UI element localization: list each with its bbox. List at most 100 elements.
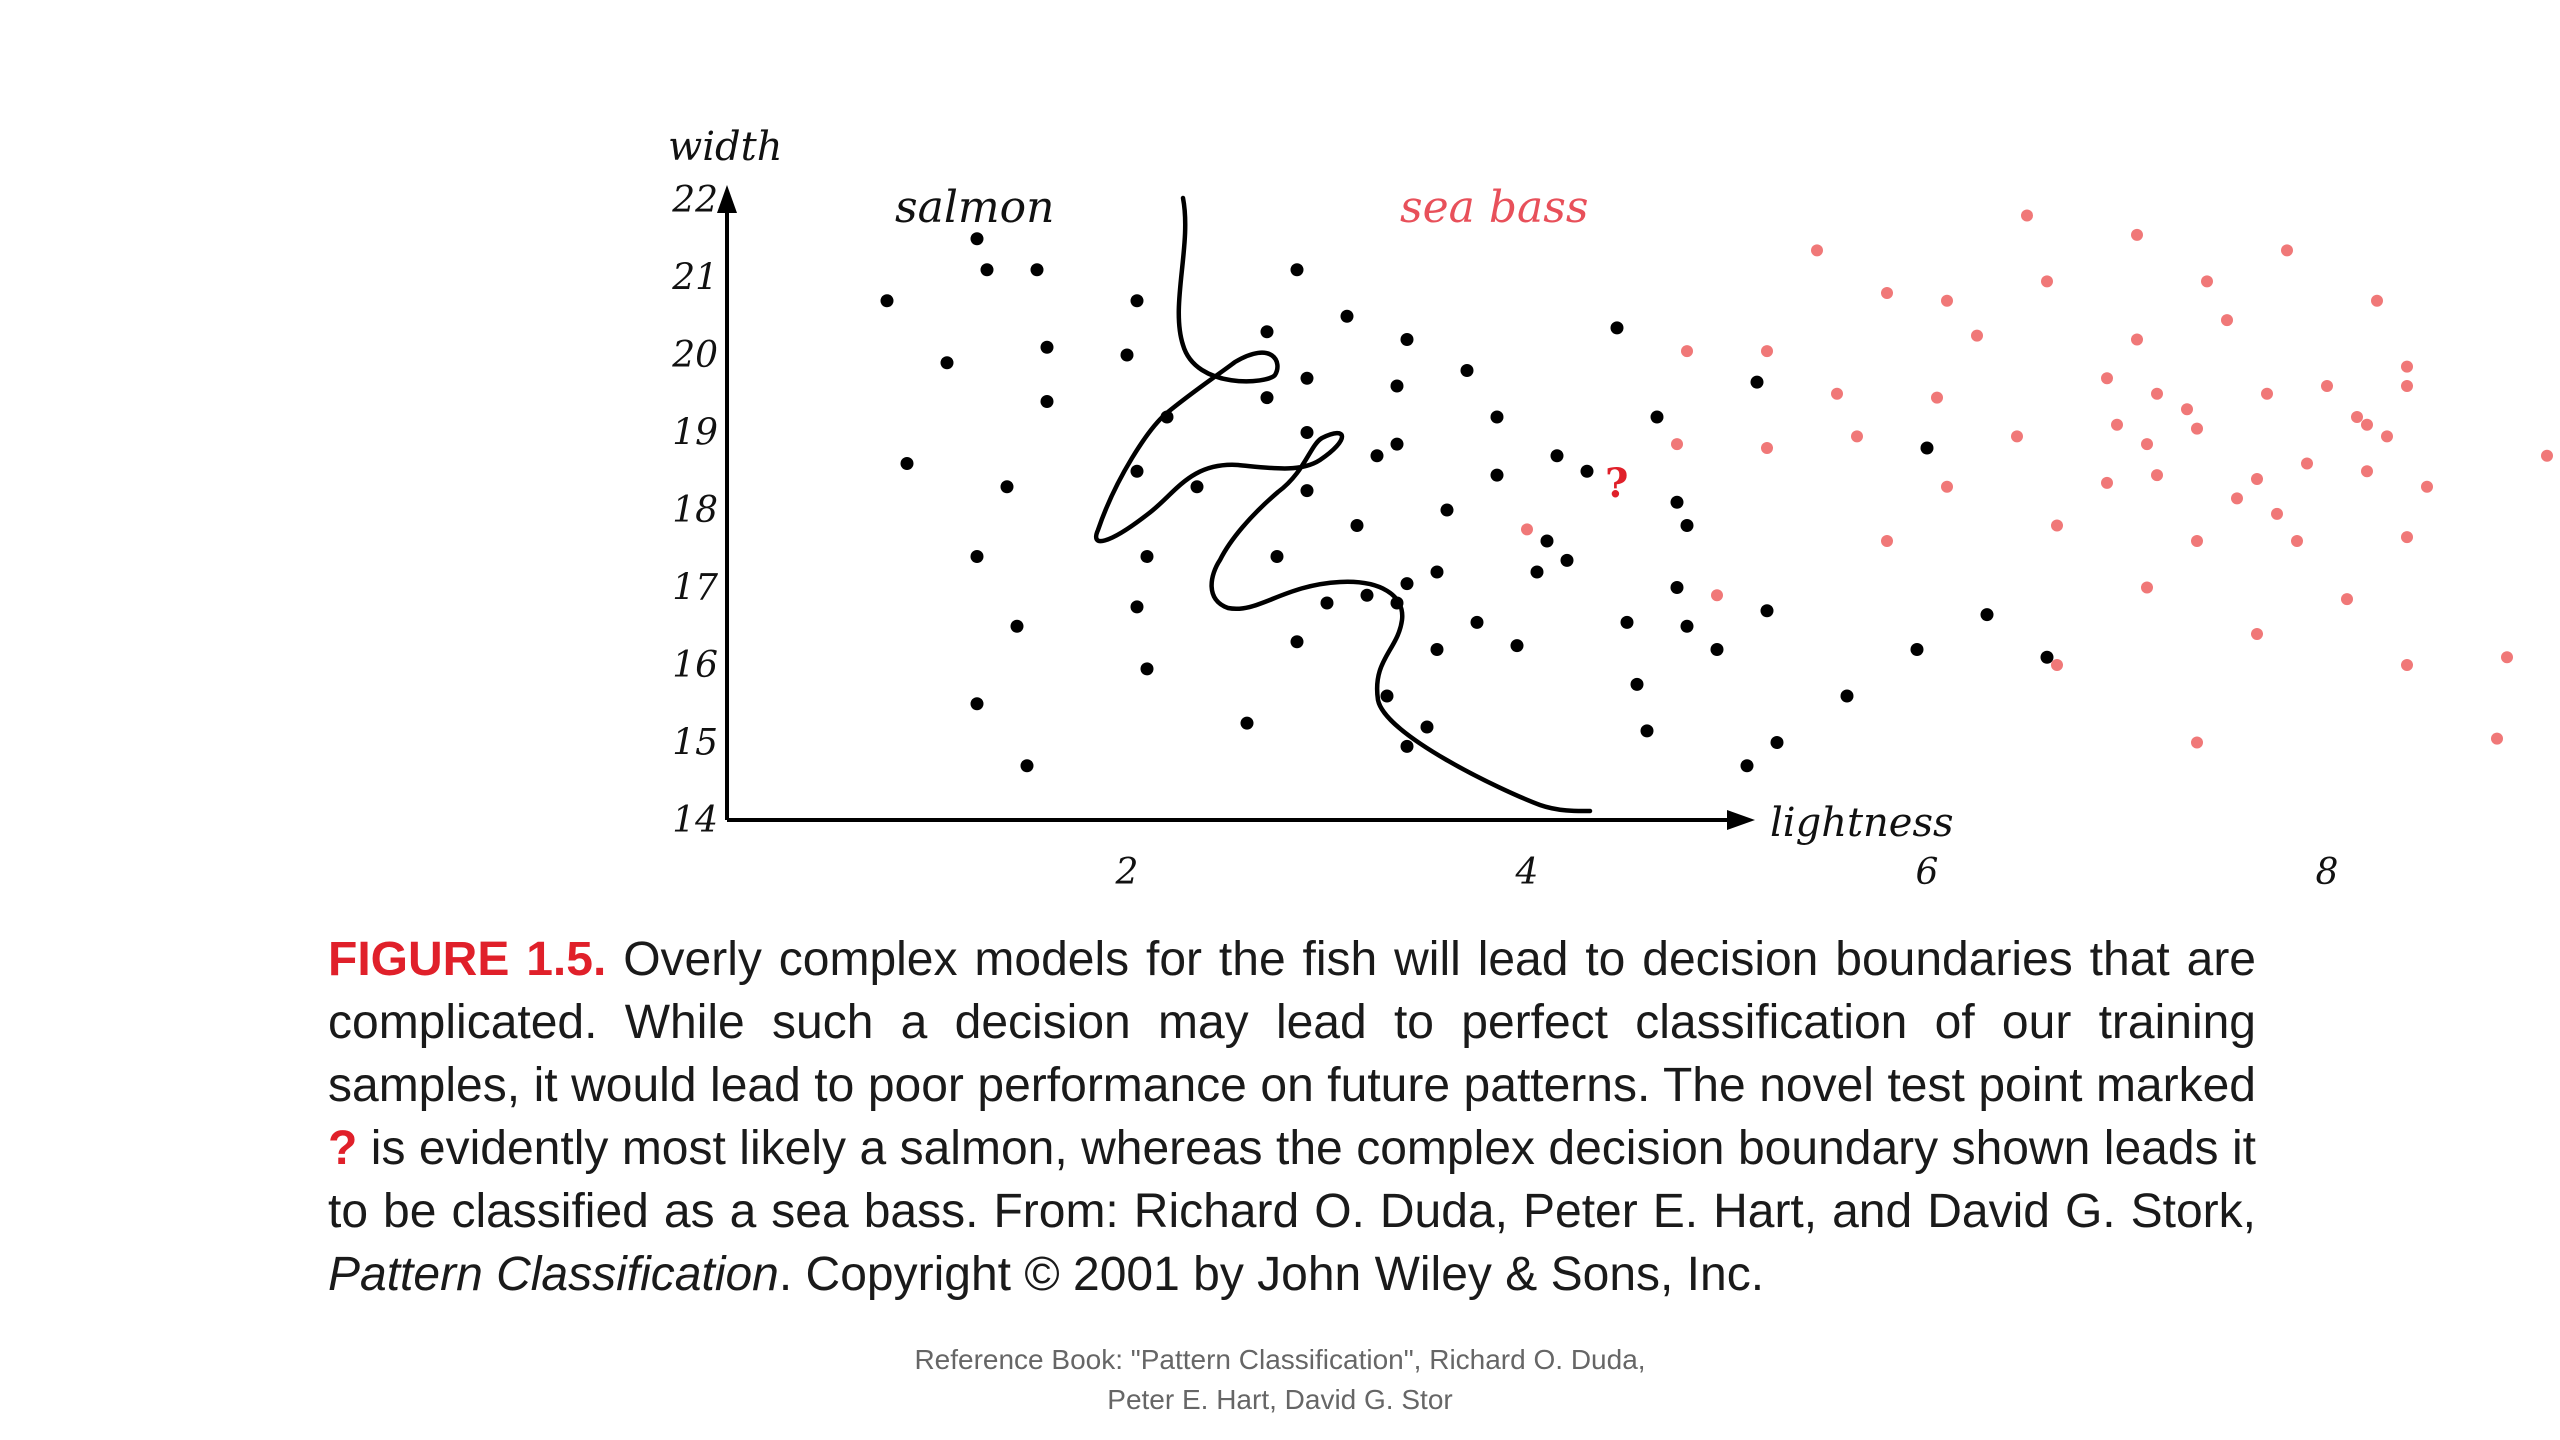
sea-bass-point-48	[2401, 531, 2413, 544]
sea-bass-point-56	[2501, 651, 2513, 664]
sea-bass-point-45	[2191, 535, 2203, 547]
reference-note: Reference Book: "Pattern Classification"…	[880, 1340, 1680, 1420]
salmon-point-57	[1710, 643, 1724, 656]
x-axis-label: lightness	[1770, 800, 1954, 846]
sea-bass-point-0	[2021, 209, 2033, 222]
y-tick-label-15: 15	[672, 723, 718, 764]
sea-bass-point-40	[2361, 465, 2373, 478]
salmon-point-35	[1140, 550, 1154, 563]
y-tick-labels: 14 15 16 17 18 19 20 21 22	[671, 180, 718, 841]
salmon-point-5	[1290, 263, 1304, 277]
x-tick-label-2: 2	[1115, 852, 1139, 893]
salmon-point-62	[2040, 650, 2054, 664]
salmon-point-42	[1530, 565, 1544, 579]
y-tick-label-18: 18	[672, 490, 718, 531]
y-tick-label-21: 21	[671, 258, 718, 299]
salmon-point-27	[1490, 468, 1504, 482]
sea-bass-point-58	[2491, 732, 2503, 745]
sea-bass-point-19	[2321, 380, 2333, 392]
salmon-point-3	[1030, 263, 1044, 277]
sea-bass-point-24	[2011, 430, 2023, 443]
salmon-point-28	[1550, 449, 1564, 463]
sea-bass-point-54	[2251, 628, 2263, 640]
sea-bass-point-44	[2051, 519, 2063, 532]
salmon-point-54	[1620, 615, 1634, 629]
sea-bass-point-4	[2041, 275, 2053, 288]
y-tick-label-20: 20	[671, 335, 718, 376]
figure-caption: FIGURE 1.5. Overly complex models for th…	[328, 928, 2256, 1306]
salmon-point-21	[1000, 480, 1014, 494]
sea-bass-point-9	[2371, 294, 2383, 307]
caption-text-1: Overly complex models for the fish will …	[328, 933, 2257, 1112]
y-tick-label-17: 17	[672, 568, 718, 609]
sea-bass-point-55	[2401, 659, 2413, 671]
reference-line-2: Peter E. Hart, David G. Stor	[1107, 1384, 1453, 1415]
x-tick-label-6: 6	[1916, 852, 1939, 893]
sea-bass-point-52	[1711, 589, 1723, 602]
caption-book-title: Pattern Classification	[328, 1248, 779, 1301]
salmon-point-43	[1560, 553, 1574, 567]
y-tick-label-14: 14	[672, 800, 718, 841]
salmon-point-37	[1320, 596, 1334, 610]
y-tick-label-16: 16	[672, 645, 718, 686]
salmon-point-30	[1300, 484, 1314, 498]
salmon-point-49	[1290, 635, 1304, 649]
sea-bass-point-53	[2051, 659, 2063, 671]
sea-bass-point-59	[1521, 523, 1533, 536]
sea-bass-annotation: sea bass	[1400, 182, 1588, 233]
y-tick-label-19: 19	[672, 413, 718, 454]
caption-question-mark: ?	[328, 1122, 358, 1175]
sea-bass-point-39	[2301, 457, 2313, 470]
salmon-point-44	[1670, 495, 1684, 509]
salmon-point-60	[1920, 441, 1934, 455]
salmon-point-24	[1300, 426, 1314, 439]
salmon-point-19	[1610, 321, 1624, 335]
salmon-point-50	[1380, 689, 1394, 703]
salmon-point-6	[940, 356, 954, 370]
sea-bass-point-12	[1761, 345, 1773, 358]
sea-bass-point-23	[1931, 391, 1943, 404]
salmon-point-8	[1120, 348, 1134, 362]
sea-bass-point-29	[2141, 438, 2153, 451]
sea-bass-point-41	[2421, 480, 2433, 493]
salmon-point-11	[1400, 333, 1414, 346]
y-axis-arrow	[717, 185, 737, 213]
x-tick-label-4: 4	[1515, 852, 1539, 893]
salmon-point-56	[1680, 619, 1694, 633]
sea-bass-point-22	[1831, 387, 1843, 400]
salmon-point-20	[900, 457, 914, 470]
salmon-point-7	[1040, 340, 1054, 354]
sea-bass-point-36	[2151, 469, 2163, 482]
sea-bass-point-38	[2251, 473, 2263, 485]
sea-bass-point-1	[2131, 228, 2143, 241]
salmon-point-33	[1540, 534, 1554, 548]
salmon-point-26	[1390, 437, 1404, 451]
x-tick-label-8: 8	[2316, 852, 2339, 893]
sea-bass-point-13	[1971, 329, 1983, 342]
salmon-point-14	[1160, 410, 1174, 424]
salmon-point-68	[1420, 720, 1434, 734]
sea-bass-point-7	[2201, 275, 2213, 288]
sea-bass-point-32	[2381, 430, 2393, 443]
sea-bass-point-31	[2361, 418, 2373, 431]
salmon-point-34	[970, 550, 984, 563]
salmon-point-58	[1760, 604, 1774, 618]
sea-bass-point-18	[2261, 387, 2273, 400]
sea-bass-point-42	[2541, 449, 2553, 462]
sea-bass-point-8	[2221, 314, 2233, 327]
caption-text-2: is evidently most likely a salmon, where…	[328, 1122, 2256, 1238]
salmon-point-38	[1360, 588, 1374, 602]
sea-bass-point-34	[1941, 480, 1953, 493]
salmon-point-63	[1910, 643, 1924, 656]
sea-bass-point-27	[2111, 418, 2123, 431]
salmon-point-69	[1400, 739, 1414, 753]
salmon-point-53	[1510, 639, 1524, 653]
sea-bass-point-37	[2231, 492, 2243, 505]
sea-bass-point-20	[2401, 380, 2413, 392]
sea-bass-point-28	[2191, 422, 2203, 435]
sea-bass-point-57	[2191, 736, 2203, 749]
test-point-marker: ?	[1605, 460, 1628, 507]
salmon-point-74	[1020, 759, 1034, 773]
sea-bass-point-3	[1811, 244, 1823, 257]
